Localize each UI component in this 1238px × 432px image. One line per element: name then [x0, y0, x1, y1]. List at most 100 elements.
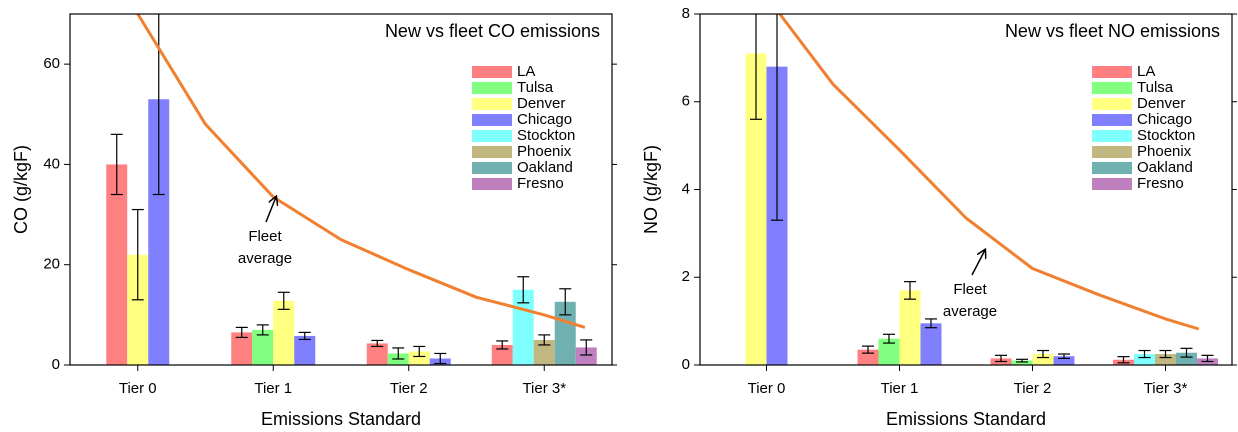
y-tick-label: 4 [682, 180, 690, 197]
legend-label: Stockton [517, 127, 575, 144]
legend-label: LA [517, 63, 535, 80]
error-bar [277, 291, 290, 310]
legend-label: Stockton [1137, 127, 1195, 144]
error-bar [580, 339, 593, 356]
legend-swatch [1092, 66, 1132, 78]
error-bar [434, 352, 447, 365]
error-bar [750, 14, 762, 120]
legend-swatch [472, 98, 512, 110]
bar [1053, 356, 1075, 365]
bar [294, 335, 316, 365]
error-bar [392, 347, 405, 360]
error-bar [1180, 347, 1193, 358]
error-bar [256, 324, 269, 336]
legend-label: Oakland [517, 159, 573, 176]
legend-swatch [1092, 162, 1132, 174]
error-bar [538, 334, 551, 346]
error-bar [496, 340, 509, 350]
legend-swatch [1092, 98, 1132, 110]
annotation: average [943, 303, 997, 320]
annotation: Fleet [953, 281, 987, 298]
error-bar [1201, 354, 1214, 363]
error-bar [904, 281, 916, 300]
bar [533, 339, 555, 365]
legend-label: LA [1137, 63, 1155, 80]
annotation-arrow [971, 250, 985, 276]
bar [148, 99, 170, 365]
bar [1011, 360, 1033, 365]
bar [366, 343, 388, 365]
bar [408, 351, 430, 365]
legend-swatch [1092, 146, 1132, 158]
legend-label: Phoenix [517, 143, 572, 160]
bar [1176, 352, 1197, 365]
y-tick-label: 8 [682, 5, 690, 22]
legend-swatch [472, 114, 512, 126]
error-bar [862, 345, 874, 354]
x-tick-label: Tier 0 [748, 380, 786, 397]
annotation-arrow [265, 197, 276, 223]
y-tick-label: 0 [52, 356, 60, 373]
y-tick-label: 6 [682, 93, 690, 110]
bar [252, 329, 274, 365]
x-axis-label: Emissions Standard [261, 409, 421, 429]
annotation: average [238, 250, 292, 267]
bar [1032, 354, 1054, 365]
x-tick-label: Tier 2 [390, 380, 428, 397]
fleet-average-curve [136, 14, 586, 329]
bar [1134, 354, 1155, 365]
error-bar [413, 345, 426, 358]
legend-swatch [1092, 178, 1132, 190]
y-axis-label: CO (g/kgF) [11, 145, 31, 234]
error-bar [771, 14, 783, 221]
error-bar [1138, 349, 1151, 359]
legend-swatch [472, 130, 512, 142]
legend-label: Tulsa [1137, 79, 1174, 96]
legend-swatch [1092, 82, 1132, 94]
plot [745, 14, 1218, 365]
error-bar [131, 208, 144, 301]
error-bar [883, 333, 895, 344]
y-tick-label: 2 [682, 268, 690, 285]
bar [575, 347, 597, 365]
bar [127, 254, 149, 365]
legend-label: Denver [1137, 95, 1185, 112]
bar [1155, 354, 1176, 365]
error-bar [1037, 349, 1049, 359]
bar [231, 332, 253, 365]
error-bar [559, 288, 572, 316]
legend-swatch [472, 146, 512, 158]
legend-label: Fresno [1137, 175, 1184, 192]
bar [878, 338, 900, 365]
legend-swatch [1092, 130, 1132, 142]
error-bar [1016, 358, 1028, 363]
legend-swatch [472, 66, 512, 78]
x-tick-label: Tier 1 [881, 380, 919, 397]
error-bar [925, 318, 937, 329]
x-tick-label: Tier 3* [522, 380, 566, 397]
bar [899, 290, 921, 365]
error-bar [371, 339, 384, 348]
x-tick-label: Tier 1 [254, 380, 292, 397]
y-axis-label: NO (g/kgF) [641, 145, 661, 234]
chart-title: New vs fleet NO emissions [1005, 21, 1220, 41]
plot [106, 14, 597, 365]
legend-label: Tulsa [517, 79, 554, 96]
legend-label: Chicago [517, 111, 572, 128]
x-axis-label: Emissions Standard [886, 409, 1046, 429]
error-bar [1159, 349, 1172, 359]
legend-label: Chicago [1137, 111, 1192, 128]
error-bar [152, 14, 165, 196]
bar [920, 323, 942, 365]
bar [745, 53, 767, 365]
plot-frame [69, 13, 613, 366]
bar [554, 301, 576, 365]
chart-title: New vs fleet CO emissions [385, 21, 600, 41]
legend-swatch [1092, 114, 1132, 126]
error-bar [517, 276, 530, 304]
y-tick-label: 40 [43, 155, 60, 172]
legend-label: Phoenix [1137, 143, 1192, 160]
y-tick-label: 20 [43, 256, 60, 273]
legend-swatch [472, 162, 512, 174]
